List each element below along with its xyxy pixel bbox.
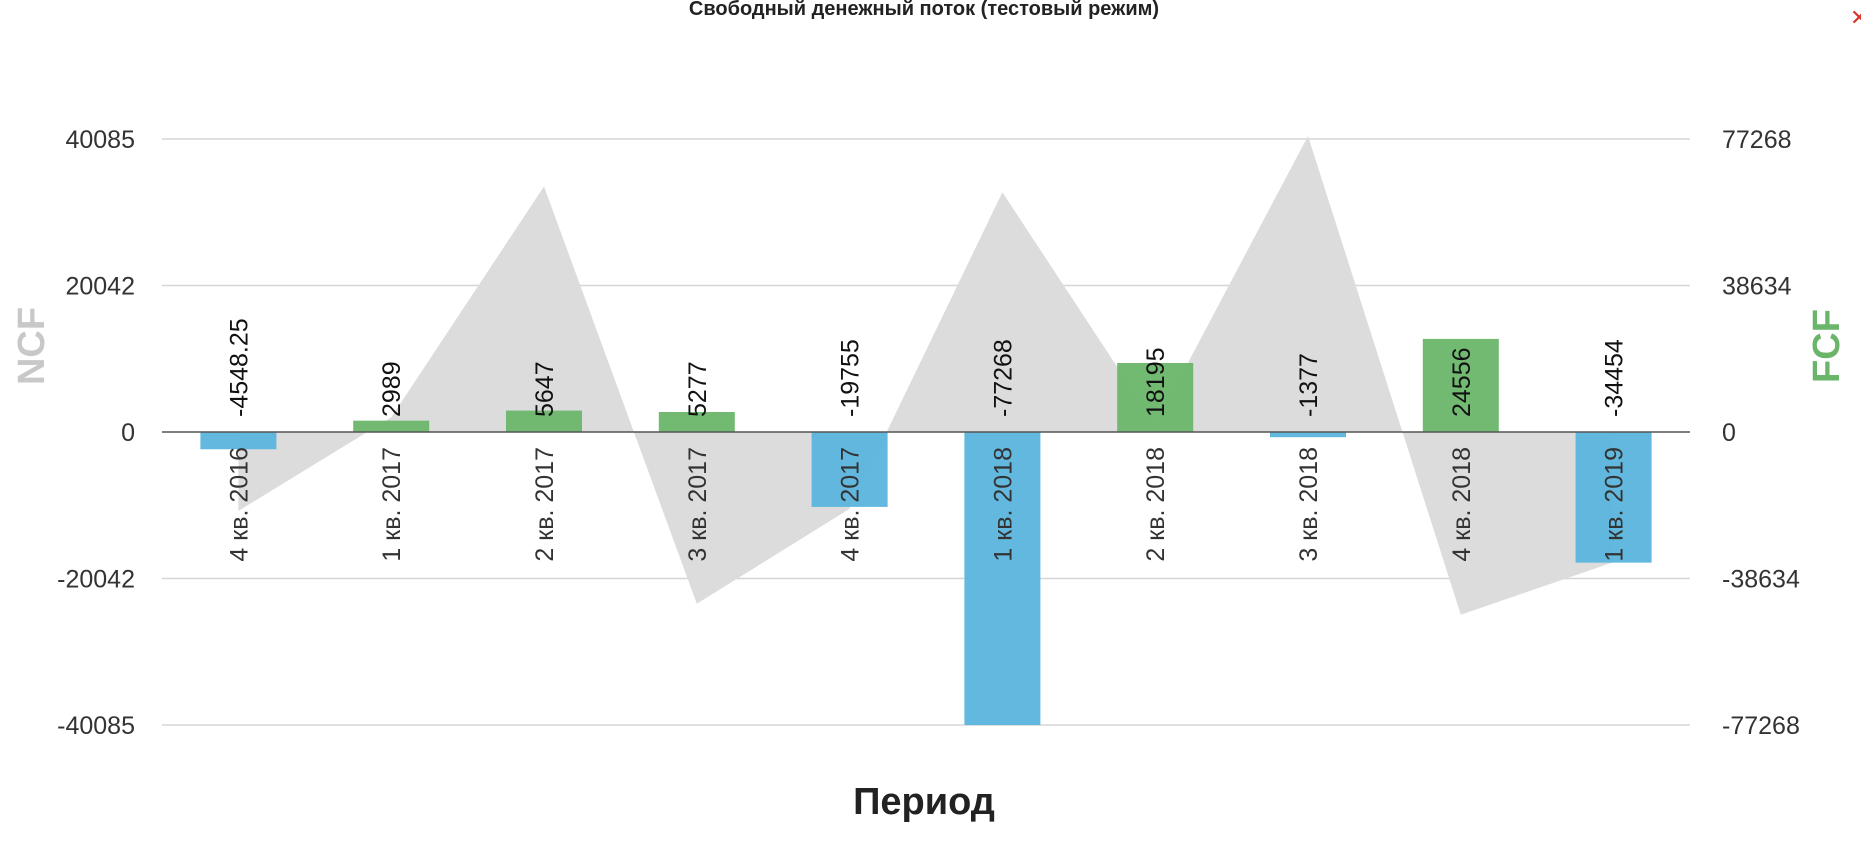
fcf-bar [353, 420, 430, 432]
fcf-bar [200, 432, 277, 450]
right-axis-ticks: 77268 38634 0 -38634 -77268 [1722, 126, 1800, 740]
x-axis-category-label: 1 кв. 2017 [378, 447, 406, 562]
x-axis-category-label: 4 кв. 2016 [225, 447, 253, 562]
right-axis-tick-label: 77268 [1722, 126, 1792, 154]
left-axis-ticks: 40085 20042 0 -20042 -40085 [57, 126, 135, 740]
ncf-area-series [238, 135, 1614, 615]
fcf-bar [964, 432, 1041, 725]
left-axis-tick-label: -20042 [57, 565, 135, 593]
gridlines [162, 138, 1690, 726]
fcf-bar [811, 432, 888, 507]
bar-value-label: 5277 [684, 361, 712, 417]
x-axis-category-label: 2 кв. 2017 [531, 447, 559, 562]
x-axis-ticks: 4 кв. 2016 1 кв. 2017 2 кв. 2017 3 кв. 2017… [225, 447, 1628, 562]
x-axis-title: Период [853, 781, 995, 823]
bar-data-labels: -4548.25 2989 5647 5277 -19755 -77268 18195 -13… [225, 318, 1628, 417]
bar-value-label: -77268 [989, 339, 1017, 417]
fcf-bar [1117, 363, 1194, 432]
bar-value-label: -19755 [837, 339, 865, 417]
left-axis-tick-label: 40085 [65, 126, 135, 154]
fcf-bar-series [200, 338, 1652, 725]
bar-value-label: -4548.25 [225, 318, 253, 417]
left-axis-tick-label: -40085 [57, 712, 135, 740]
right-axis-tick-label: -38634 [1722, 566, 1800, 594]
left-axis-title: NCF [11, 307, 53, 385]
fcf-bar [1270, 432, 1346, 438]
x-axis-category-label: 3 кв. 2017 [684, 447, 712, 562]
x-axis-category-label: 1 кв. 2019 [1601, 447, 1629, 562]
left-axis-tick-label: 20042 [65, 273, 135, 301]
chart-title: Свободный денежный поток (тестовый режим… [689, 0, 1159, 20]
bar-value-label: 5647 [531, 361, 559, 417]
x-axis-category-label: 2 кв. 2018 [1142, 447, 1170, 562]
fcf-bar [506, 410, 582, 432]
fcf-bar [658, 411, 735, 432]
bar-value-label: -1377 [1295, 353, 1323, 417]
close-icon[interactable]: ✕ [1850, 6, 1861, 31]
bar-value-label: 24556 [1448, 347, 1476, 417]
bar-value-label: -34454 [1601, 339, 1629, 417]
right-axis-title: FCF [1806, 309, 1848, 383]
x-axis-category-label: 4 кв. 2017 [837, 447, 865, 562]
left-axis-tick-label: 0 [121, 419, 135, 447]
bar-value-label: 2989 [378, 361, 406, 417]
right-axis-tick-label: -77268 [1722, 712, 1800, 740]
x-axis-category-label: 3 кв. 2018 [1295, 447, 1323, 562]
right-axis-tick-label: 0 [1722, 419, 1736, 447]
fcf-bar [1422, 338, 1499, 432]
ncf-area [238, 135, 1614, 615]
bar-value-label: 18195 [1142, 347, 1170, 417]
x-axis-category-label: 1 кв. 2018 [989, 447, 1017, 562]
fcf-bar [1575, 432, 1652, 563]
x-axis-category-label: 4 кв. 2018 [1448, 447, 1476, 562]
right-axis-tick-label: 38634 [1722, 273, 1792, 301]
